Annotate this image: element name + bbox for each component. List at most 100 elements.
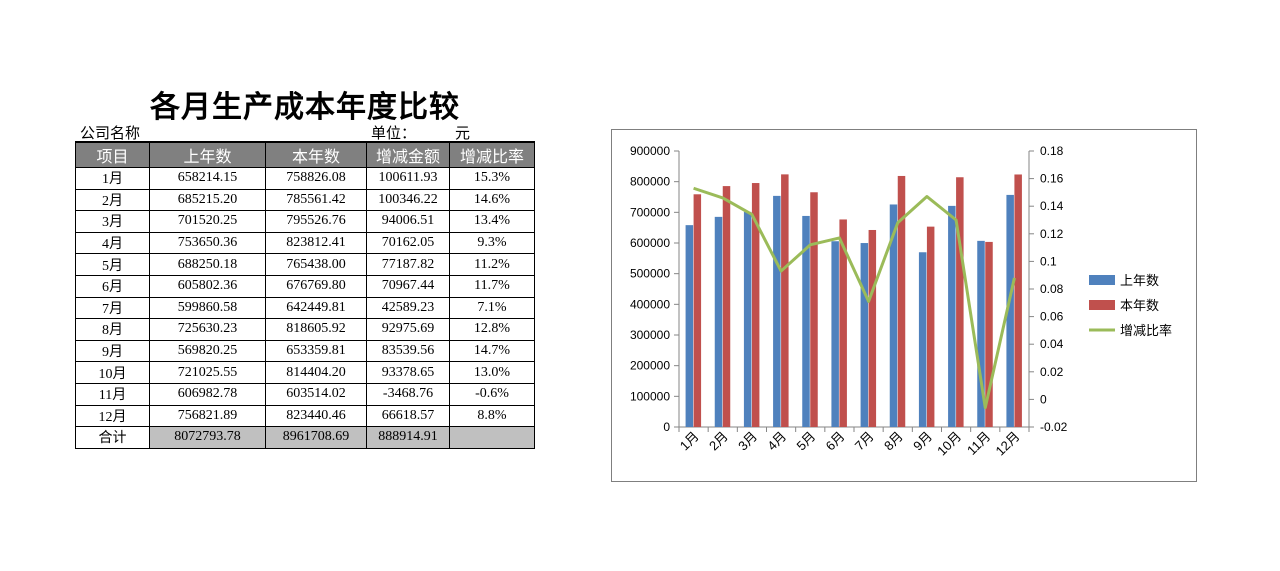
right-tick-label: -0.02 (1040, 420, 1068, 434)
bar-本年数 (985, 241, 993, 427)
table-cell: 11月 (75, 382, 150, 406)
table-row: 3月 701520.25 795526.76 94006.51 13.4% (75, 210, 535, 233)
right-tick-label: 0.06 (1040, 310, 1064, 324)
table-cell: 8月 (75, 318, 150, 341)
bar-本年数 (751, 183, 760, 427)
table-row: 10月 721025.55 814404.20 93378.65 13.0% (75, 361, 535, 384)
header-last-year: 上年数 (149, 142, 266, 168)
bar-本年数 (810, 192, 818, 427)
bar-上年数 (773, 195, 781, 427)
bar-本年数 (781, 174, 789, 427)
right-tick-label: 0.1 (1040, 254, 1057, 268)
table-cell: 6月 (75, 274, 150, 298)
table-cell: 94006.51 (366, 210, 450, 233)
table-cell: 70162.05 (366, 231, 450, 255)
table-cell: 653359.81 (265, 339, 367, 363)
table-cell: 758826.08 (265, 167, 367, 190)
left-tick-label: 800000 (630, 175, 670, 189)
left-tick-label: 100000 (630, 389, 670, 403)
x-tick-label: 4月 (764, 429, 789, 454)
left-tick-label: 400000 (630, 297, 670, 311)
table-row: 7月 599860.58 642449.81 42589.23 7.1% (75, 296, 535, 320)
bar-上年数 (743, 211, 752, 427)
right-tick-label: 0.16 (1040, 172, 1064, 186)
bar-本年数 (956, 177, 964, 427)
table-cell: 701520.25 (149, 210, 266, 233)
right-tick-label: 0.02 (1040, 365, 1064, 379)
table-cell: 92975.69 (366, 318, 450, 341)
table-cell: 658214.15 (149, 167, 266, 190)
table-row: 4月 753650.36 823812.41 70162.05 9.3% (75, 231, 535, 255)
table-cell: 14.6% (449, 188, 535, 212)
meta-row: 公司名称 单位： 元 (75, 121, 535, 142)
bar-上年数 (831, 241, 839, 427)
table-cell: 83539.56 (366, 339, 450, 363)
table-cell: 8.8% (449, 404, 535, 428)
x-tick-label: 12月 (993, 429, 1023, 459)
left-tick-label: 900000 (630, 144, 670, 158)
table-cell: 685215.20 (149, 188, 266, 212)
table-cell: 818605.92 (265, 318, 367, 341)
table-cell: 9月 (75, 339, 150, 363)
left-tick-label: 500000 (630, 267, 670, 281)
page-title: 各月生产成本年度比较 (150, 90, 460, 125)
legend-label: 上年数 (1120, 273, 1159, 288)
x-tick-label: 7月 (852, 429, 877, 454)
table-cell: 765438.00 (265, 253, 367, 276)
header-change-rate: 增减比率 (449, 142, 535, 168)
company-name-label: 公司名称 (80, 124, 141, 142)
bar-上年数 (860, 243, 869, 427)
bar-本年数 (926, 226, 935, 427)
table-cell: 823440.46 (265, 404, 367, 428)
table-row: 2月 685215.20 785561.42 100346.22 14.6% (75, 188, 535, 212)
table-row: 9月 569820.25 653359.81 83539.56 14.7% (75, 339, 535, 363)
table-cell: 2月 (75, 188, 150, 212)
x-tick-label: 3月 (735, 429, 760, 454)
table-cell: 688250.18 (149, 253, 266, 276)
table-cell: 676769.80 (265, 274, 367, 298)
x-tick-label: 9月 (910, 429, 935, 454)
table-cell: 642449.81 (265, 296, 367, 320)
table-row: 6月 605802.36 676769.80 70967.44 11.7% (75, 274, 535, 298)
bar-上年数 (918, 252, 927, 427)
table-cell: 77187.82 (366, 253, 450, 276)
table-cell: 1月 (75, 167, 150, 190)
table-cell: 12.8% (449, 318, 535, 341)
bar-上年数 (977, 240, 985, 427)
bar-上年数 (1006, 194, 1014, 427)
bar-上年数 (889, 204, 898, 427)
table-row: 8月 725630.23 818605.92 92975.69 12.8% (75, 318, 535, 341)
right-tick-label: 0.04 (1040, 337, 1064, 351)
table-total-cell: 8961708.69 (265, 426, 367, 449)
right-tick-label: 0.08 (1040, 282, 1064, 296)
table-cell: 11.2% (449, 253, 535, 276)
bar-本年数 (1014, 174, 1022, 427)
bar-上年数 (714, 216, 723, 427)
bar-本年数 (722, 186, 731, 427)
bar-本年数 (868, 229, 877, 427)
x-tick-label: 10月 (934, 429, 964, 459)
table-cell: 42589.23 (366, 296, 450, 320)
table-cell: -3468.76 (366, 382, 450, 406)
legend-label: 本年数 (1120, 298, 1159, 313)
right-tick-label: 0.18 (1040, 144, 1064, 158)
table-cell: 11.7% (449, 274, 535, 298)
cost-table: 项目 上年数 本年数 增减金额 增减比率 1月 658214.15 758826.0… (75, 142, 535, 449)
table-cell: 785561.42 (265, 188, 367, 212)
table-cell: 100611.93 (366, 167, 450, 190)
table-row: 11月 606982.78 603514.02 -3468.76 -0.6% (75, 382, 535, 406)
unit-label: 单位： (371, 124, 417, 142)
table-cell: 756821.89 (149, 404, 266, 428)
legend-label: 增减比率 (1120, 323, 1172, 338)
table-cell: 7.1% (449, 296, 535, 320)
table-cell: 14.7% (449, 339, 535, 363)
table-total-cell: 888914.91 (366, 426, 450, 449)
header-this-year: 本年数 (265, 142, 367, 168)
table-cell: 13.0% (449, 361, 535, 384)
x-tick-label: 1月 (677, 429, 702, 454)
right-tick-label: 0 (1040, 392, 1047, 406)
table-cell: 814404.20 (265, 361, 367, 384)
table-row: 1月 658214.15 758826.08 100611.93 15.3% (75, 167, 535, 190)
table-cell: 823812.41 (265, 231, 367, 255)
table-cell: 569820.25 (149, 339, 266, 363)
